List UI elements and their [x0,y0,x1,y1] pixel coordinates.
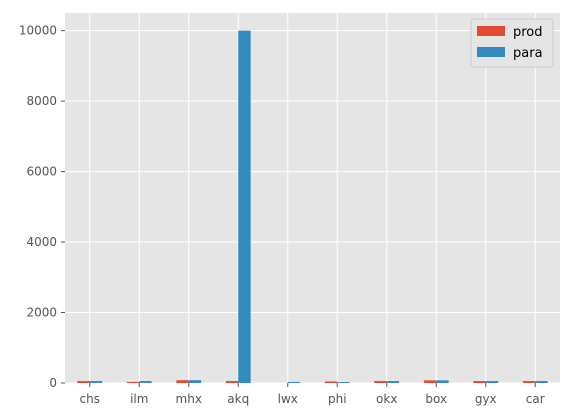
x-tick-label-box: box [425,392,447,406]
plot-background [65,13,560,383]
y-tick-label: 4000 [26,235,57,249]
x-tick-label-phi: phi [328,392,347,406]
bar-para-gyx [485,381,499,383]
y-tick-label: 10000 [19,24,57,38]
x-tick-label-lwx: lwx [278,392,298,406]
y-tick-label: 8000 [26,94,57,108]
bar-prod-gyx [473,381,486,383]
y-tick-label: 0 [49,376,57,390]
y-tick-label: 6000 [26,165,57,179]
legend-swatch-prod [477,26,505,36]
bar-para-phi [337,382,350,383]
legend: prod para [470,18,554,68]
bar-prod-chs [77,381,90,383]
bar-prod-okx [374,381,387,383]
x-tick-label-ilm: ilm [130,392,148,406]
y-tick-label: 2000 [26,306,57,320]
bar-prod-akq [225,381,239,383]
bar-prod-ilm [126,381,140,383]
legend-label-para: para [513,46,543,61]
bar-para-chs [89,381,103,383]
x-tick-label-mhx: mhx [176,392,202,406]
legend-label-prod: prod [513,25,543,40]
x-tick-label-akq: akq [227,392,249,406]
bar-para-ilm [139,381,152,383]
bar-prod-car [522,381,536,383]
bar-para-lwx [287,381,301,383]
bar-para-box [436,380,449,383]
bar-para-okx [386,381,400,383]
bar-prod-phi [324,381,338,383]
bar-para-car [535,381,548,383]
x-tick-label-okx: okx [376,392,397,406]
bar-prod-box [423,380,437,383]
legend-swatch-para [477,47,505,57]
x-tick-label-car: car [526,392,545,406]
bar-prod-mhx [176,380,189,383]
bar-para-mhx [188,380,202,383]
y-axis-ticks: 0 2000 4000 6000 8000 10000 [19,24,65,390]
x-tick-label-chs: chs [80,392,100,406]
x-axis-ticks: chs ilm mhx akq lwx phi okx box gyx car [80,383,545,406]
x-tick-label-gyx: gyx [475,392,497,406]
bar-para-akq [238,30,251,383]
bar-series-group [77,30,548,383]
